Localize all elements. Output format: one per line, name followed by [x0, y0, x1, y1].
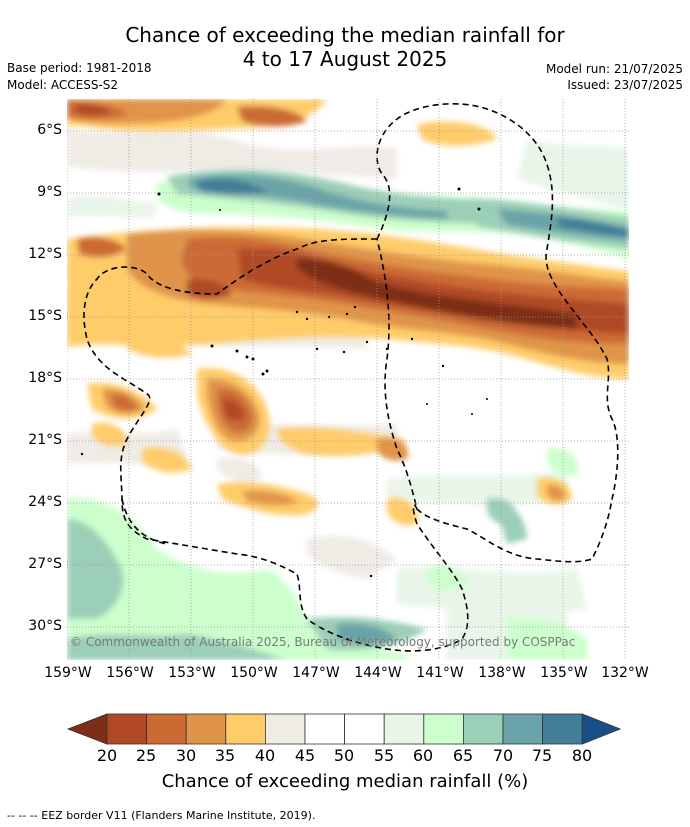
- lat-label: 24°S: [28, 494, 62, 510]
- lon-label: 135°W: [540, 665, 588, 681]
- colorbar-cell: [146, 713, 187, 745]
- lon-label: 138°W: [478, 665, 526, 681]
- map-copyright: © Commonwealth of Australia 2025, Bureau…: [70, 635, 575, 649]
- colorbar-tick: 60: [412, 746, 434, 765]
- colorbar-tick: 40: [254, 746, 276, 765]
- lon-label: 141°W: [416, 665, 464, 681]
- colorbar-cell: [106, 713, 147, 745]
- lon-label: 132°W: [601, 665, 649, 681]
- lon-label: 144°W: [354, 665, 402, 681]
- colorbar-tick: 70: [492, 746, 514, 765]
- colorbar-cell: [264, 713, 306, 745]
- rainfall-map-svg: © Commonwealth of Australia 2025, Bureau…: [66, 99, 629, 660]
- lat-label: 27°S: [28, 556, 62, 572]
- lat-label: 21°S: [28, 432, 62, 448]
- colorbar-cell: [304, 713, 345, 745]
- colorbar-extension-low: [66, 713, 108, 745]
- lat-label: 18°S: [28, 370, 62, 386]
- lon-label: 159°W: [44, 665, 92, 681]
- colorbar-tick: 45: [294, 746, 316, 765]
- lon-label: 150°W: [230, 665, 278, 681]
- lat-label: 6°S: [37, 122, 62, 138]
- colorbar-tick: 35: [214, 746, 236, 765]
- colorbar-cell: [502, 713, 543, 745]
- eez-borders: [83, 103, 619, 652]
- colorbar-cell: [185, 713, 227, 745]
- lon-label: 153°W: [168, 665, 216, 681]
- colorbar-tick: 30: [175, 746, 197, 765]
- colorbar-extension-high: [581, 713, 622, 745]
- lon-label: 156°W: [106, 665, 154, 681]
- lon-label: 147°W: [292, 665, 340, 681]
- colorbar-tick: 50: [333, 746, 355, 765]
- colorbar-cell: [462, 713, 504, 745]
- colorbar-tick: 55: [373, 746, 395, 765]
- colorbar-tick: 20: [96, 746, 118, 765]
- colorbar: [66, 713, 622, 745]
- colorbar-label: Chance of exceeding median rainfall (%): [161, 771, 529, 792]
- colorbar-cell: [225, 713, 266, 745]
- colorbar-cell: [383, 713, 425, 745]
- model-run: Model run: 21/07/2025: [545, 62, 683, 76]
- colorbar-tick: 80: [571, 746, 593, 765]
- colorbar-cell: [542, 713, 583, 745]
- map-title-line1: Chance of exceeding the median rainfall …: [125, 23, 565, 47]
- lat-label: 30°S: [28, 618, 62, 634]
- issued-date: Issued: 23/07/2025: [567, 78, 683, 92]
- lat-label: 12°S: [28, 246, 62, 262]
- model-name: Model: ACCESS-S2: [7, 78, 119, 92]
- colorbar-tick: 75: [531, 746, 553, 765]
- colorbar-tick: 65: [452, 746, 474, 765]
- colorbar-cell: [423, 713, 464, 745]
- lat-label: 15°S: [28, 308, 62, 324]
- lat-label: 9°S: [37, 184, 62, 200]
- rainfall-field: [67, 99, 629, 660]
- colorbar-cell: [344, 713, 385, 745]
- graticule: [66, 99, 629, 660]
- eez-legend: -- -- -- EEZ border V11 (Flanders Marine…: [7, 809, 316, 822]
- map-title-line2: 4 to 17 August 2025: [242, 47, 448, 71]
- base-period: Base period: 1981-2018: [7, 61, 152, 75]
- rainfall-map: © Commonwealth of Australia 2025, Bureau…: [66, 99, 629, 660]
- colorbar-tick: 25: [135, 746, 157, 765]
